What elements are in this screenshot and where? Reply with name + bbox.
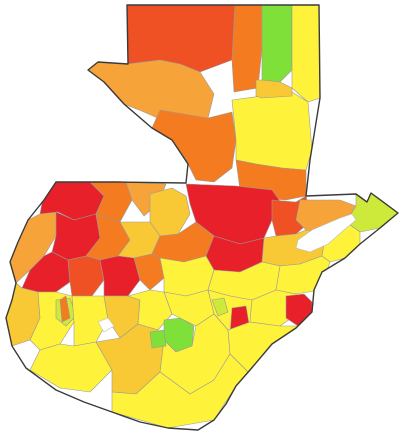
region-solola-red-orange	[67, 255, 105, 297]
no-data-area-atitlan	[97, 317, 115, 333]
region-peten-far-east-yellow	[291, 5, 321, 103]
region-peten-east-green	[261, 5, 293, 83]
region-peten-west-light-orange	[87, 59, 215, 125]
region-quiche-south-orange	[133, 253, 165, 291]
region-peten-central-orange	[151, 109, 237, 183]
region-peten-mid-yellow	[231, 91, 313, 171]
region-green-patch-east	[211, 297, 229, 317]
region-chiquimula-red	[285, 293, 313, 327]
region-peten-south-gold	[255, 79, 293, 99]
region-green-patch-center	[149, 329, 167, 349]
region-ixcan-gold	[149, 187, 191, 237]
department-regions	[6, 5, 398, 429]
region-chimaltenango-red	[99, 255, 141, 297]
country-border	[5, 4, 399, 431]
no-data-area-izabal-lake	[295, 213, 357, 253]
region-coast-central-yellow	[29, 341, 113, 393]
region-peten-northeast-orange	[231, 5, 263, 93]
region-izabal-coast-green	[345, 192, 398, 233]
region-suchitepequez-yellow	[71, 295, 109, 347]
region-orange-patch-south	[59, 295, 71, 323]
region-el-progreso-yellow	[159, 255, 215, 297]
